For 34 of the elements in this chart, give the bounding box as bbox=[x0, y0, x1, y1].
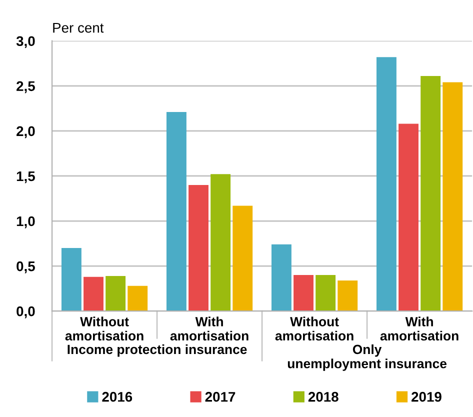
bar bbox=[128, 286, 148, 312]
bar bbox=[442, 82, 463, 312]
y-tick-label: 0,5 bbox=[16, 261, 35, 274]
x-tick-label: With amortisation bbox=[380, 316, 458, 341]
bar bbox=[271, 244, 292, 312]
x-tick-label: With amortisation bbox=[170, 316, 248, 341]
legend-label: 2019 bbox=[412, 392, 442, 402]
bar bbox=[166, 112, 186, 312]
y-axis-title: Per cent bbox=[53, 23, 104, 33]
bar bbox=[210, 174, 231, 312]
bar bbox=[294, 275, 314, 312]
bar bbox=[61, 248, 82, 312]
bar bbox=[420, 76, 441, 312]
bar bbox=[232, 206, 253, 312]
y-tick-label: 2,5 bbox=[16, 81, 35, 94]
y-tick-label: 1,5 bbox=[16, 171, 35, 184]
legend-label: 2016 bbox=[102, 392, 132, 402]
x-tick-label: Without amortisation bbox=[65, 316, 144, 341]
bar bbox=[188, 184, 208, 312]
bar bbox=[106, 276, 126, 312]
y-tick-label: 0,0 bbox=[16, 306, 35, 318]
legend-label: 2017 bbox=[205, 392, 236, 402]
bar bbox=[338, 280, 358, 312]
y-tick-label: 3,0 bbox=[16, 36, 35, 48]
legend-label: 2018 bbox=[308, 392, 338, 402]
bar bbox=[84, 276, 104, 312]
text: Only unemployment insurance bbox=[288, 344, 447, 371]
y-tick-label: 2,0 bbox=[16, 126, 35, 138]
x-tick-label: Without amortisation bbox=[275, 316, 354, 341]
bar bbox=[376, 57, 396, 312]
text: Income protection insurance bbox=[68, 344, 247, 357]
bar bbox=[398, 124, 418, 312]
y-tick-label: 1,0 bbox=[16, 216, 35, 228]
bar bbox=[316, 275, 336, 312]
